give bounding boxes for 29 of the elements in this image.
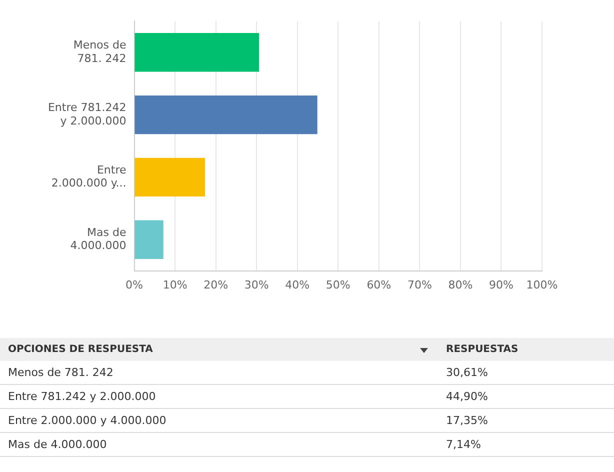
text: RESPUESTAS xyxy=(438,338,614,361)
x-tick-label: 90% xyxy=(489,278,514,292)
x-tick-label: 70% xyxy=(407,278,432,292)
x-tick-label: 80% xyxy=(448,278,473,292)
text: Menos de 781. 242 xyxy=(0,361,438,384)
bar xyxy=(134,158,206,197)
x-tick-label: 40% xyxy=(285,278,310,292)
y-tick-label: Menos de 781. 242 xyxy=(73,38,126,65)
text: 17,35% xyxy=(438,408,614,432)
x-tick-label: 50% xyxy=(326,278,350,292)
text: 44,90% xyxy=(438,384,614,408)
bar xyxy=(134,95,318,134)
x-tick-label: 0% xyxy=(126,278,143,292)
text: Entre 2.000.000 y 4.000.000 xyxy=(0,408,438,432)
text: Entre 781.242 y 2.000.000 xyxy=(0,384,438,408)
bar xyxy=(134,33,260,72)
x-tick-label: 100% xyxy=(526,278,558,292)
y-tick-label: Entre 2.000.000 y... xyxy=(51,163,126,190)
text: 7,14% xyxy=(438,432,614,456)
text: Mas de 4.000.000 xyxy=(0,432,438,456)
text: OPCIONES DE RESPUESTA xyxy=(0,338,438,361)
bar xyxy=(134,220,164,259)
text: 30,61% xyxy=(438,361,614,384)
x-tick-label: 10% xyxy=(162,278,188,292)
y-tick-label: Entre 781.242 y 2.000.000 xyxy=(48,101,126,128)
y-tick-label: Mas de 4.000.000 xyxy=(70,226,126,252)
x-tick-label: 20% xyxy=(204,278,228,292)
x-tick-label: 30% xyxy=(244,278,269,292)
x-tick-label: 60% xyxy=(366,278,392,292)
